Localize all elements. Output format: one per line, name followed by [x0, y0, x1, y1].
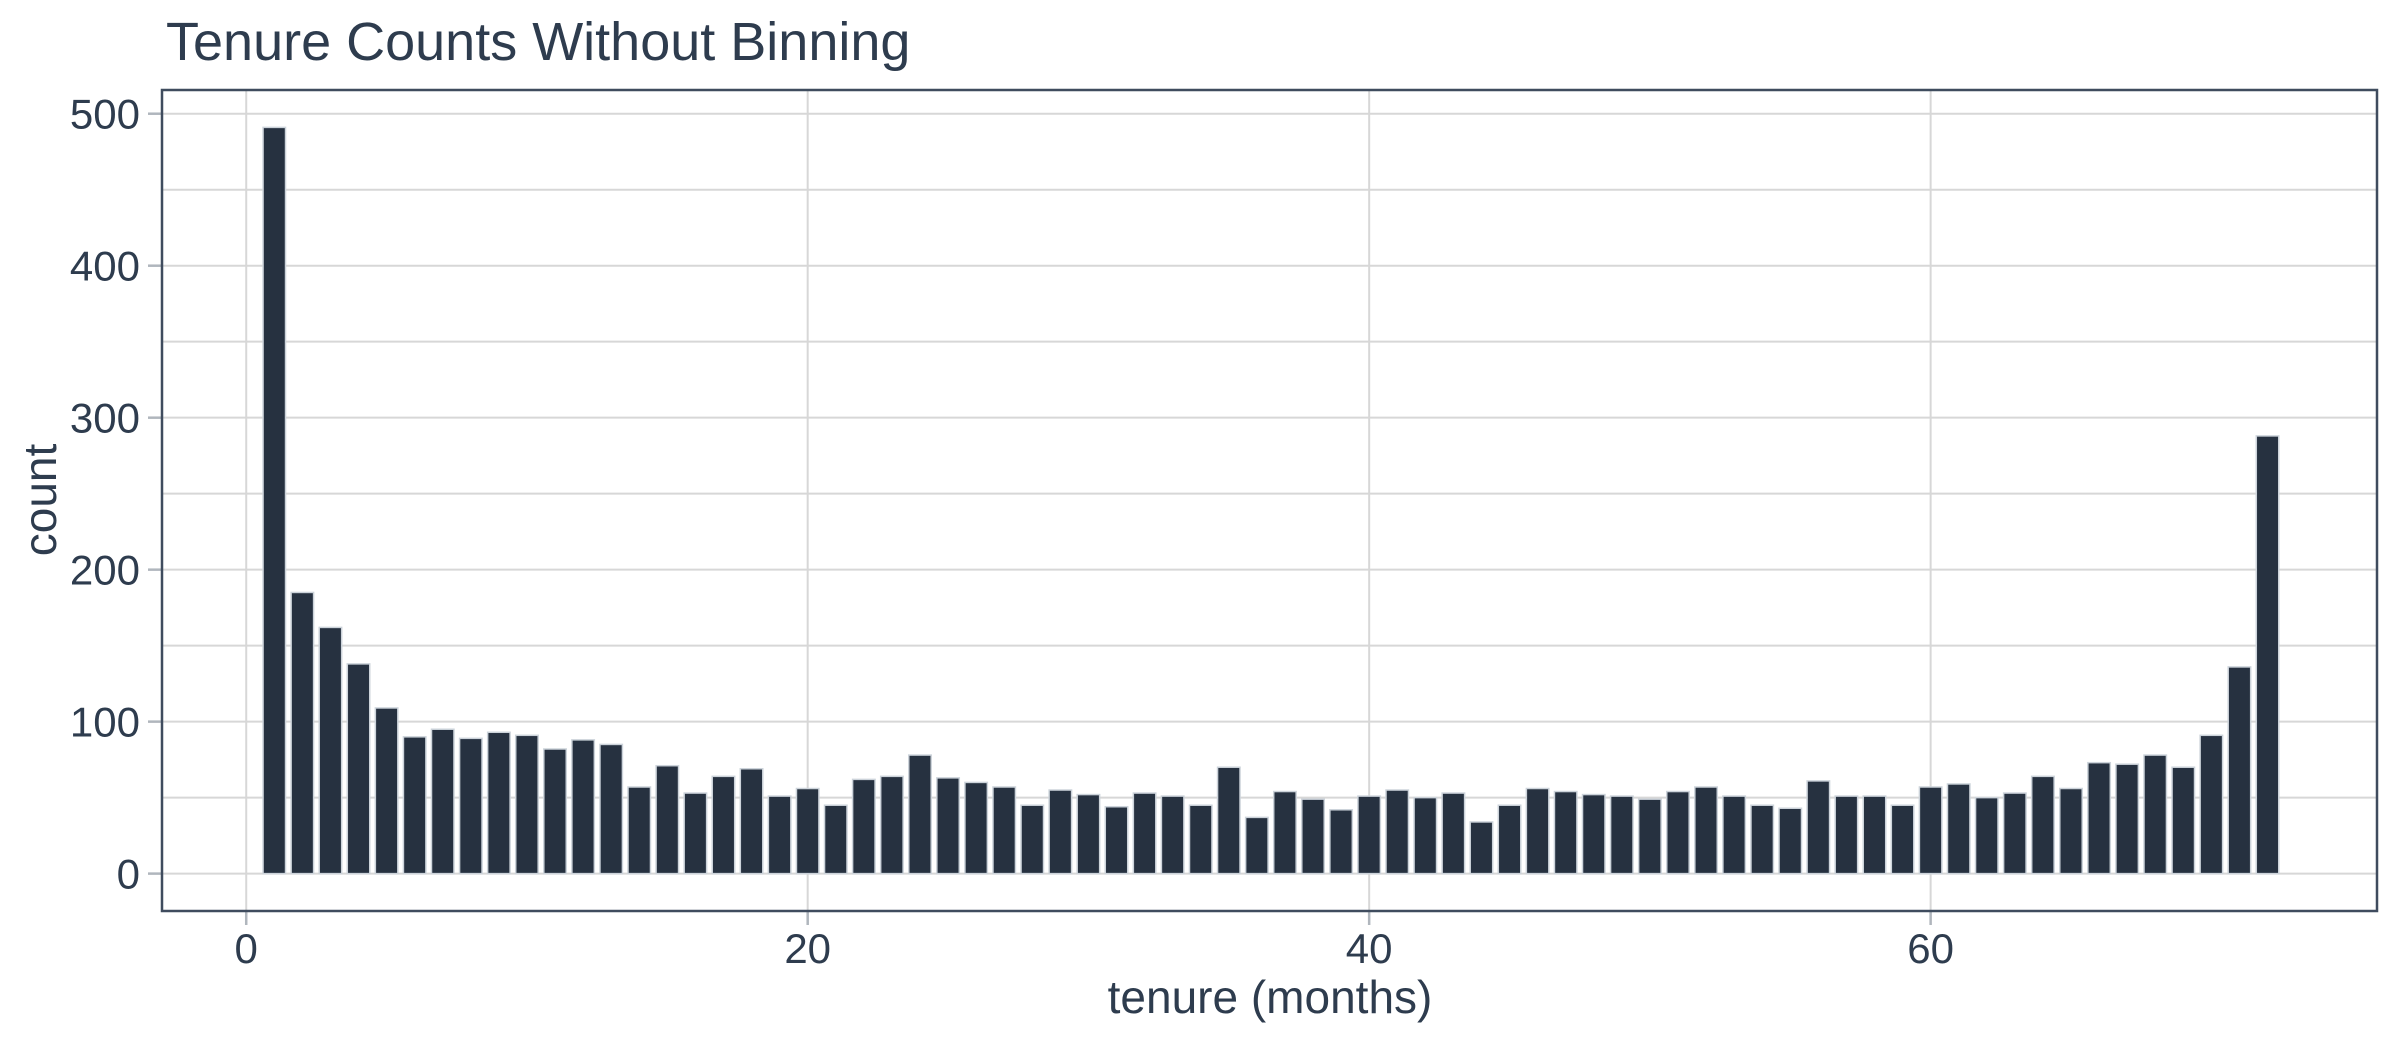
bar	[514, 734, 539, 875]
bar	[599, 743, 624, 875]
bar	[1441, 792, 1466, 875]
bar	[2255, 435, 2280, 875]
y-tick-label: 0	[117, 851, 140, 898]
bar	[1525, 787, 1550, 875]
bar	[346, 663, 371, 875]
bar	[683, 792, 708, 875]
bar	[2227, 666, 2252, 875]
bar	[627, 786, 652, 875]
plot-frame	[160, 88, 2379, 913]
bar	[1974, 796, 1999, 875]
bar	[1806, 780, 1831, 875]
x-tick-label: 40	[1346, 925, 1393, 972]
y-tick-label: 500	[70, 91, 140, 138]
chart-title: Tenure Counts Without Binning	[166, 12, 911, 72]
bar	[1020, 804, 1045, 875]
x-tick-label: 0	[235, 925, 258, 972]
y-tick-label: 200	[70, 547, 140, 594]
bar	[1834, 795, 1859, 875]
bar	[1778, 807, 1803, 875]
bar	[655, 764, 680, 875]
bar	[2030, 775, 2055, 875]
bar	[1216, 766, 1241, 875]
bar	[2002, 792, 2027, 875]
bar	[1722, 795, 1747, 875]
bar	[2171, 766, 2196, 875]
bar	[1413, 796, 1438, 875]
x-axis-label: tenure (months)	[1107, 971, 1433, 1023]
bar	[1357, 795, 1382, 875]
y-tick-label: 400	[70, 243, 140, 290]
bar	[262, 126, 287, 875]
bar	[1104, 805, 1129, 875]
bar	[936, 777, 961, 875]
bar	[1609, 795, 1634, 875]
bar	[1890, 804, 1915, 875]
bar	[1862, 795, 1887, 875]
bar	[458, 737, 483, 875]
y-tick-label: 100	[70, 699, 140, 746]
bar	[2115, 763, 2140, 875]
bar	[1076, 793, 1101, 875]
bar	[851, 778, 876, 875]
bar	[290, 591, 315, 875]
bar	[908, 754, 932, 875]
bar	[1497, 804, 1522, 875]
bar	[739, 767, 764, 875]
bar	[1244, 816, 1269, 875]
bar	[1553, 790, 1578, 875]
bar	[430, 728, 455, 875]
bar	[2059, 787, 2083, 875]
bar	[374, 707, 399, 875]
x-tick-label: 20	[784, 925, 831, 972]
bar	[795, 787, 820, 875]
bar	[1637, 798, 1662, 875]
bar	[1694, 786, 1719, 875]
bar	[2199, 734, 2224, 875]
bar	[1329, 809, 1354, 875]
bar	[711, 775, 736, 875]
bar	[992, 786, 1017, 875]
bar	[1385, 789, 1410, 875]
bar	[1160, 795, 1185, 875]
bar	[402, 736, 427, 875]
bar	[2143, 754, 2168, 875]
bar	[2087, 761, 2112, 875]
bar	[1469, 821, 1494, 875]
bar	[486, 731, 511, 875]
bar	[1188, 804, 1213, 875]
bar	[1132, 792, 1157, 875]
bar	[571, 739, 596, 875]
bar	[1048, 789, 1073, 875]
bar	[767, 795, 792, 875]
bar	[1750, 804, 1775, 875]
bar	[1665, 790, 1690, 875]
bar	[964, 781, 989, 875]
bar	[543, 748, 568, 875]
bar	[318, 626, 343, 875]
y-tick-label: 300	[70, 395, 140, 442]
bar	[879, 775, 904, 875]
bar	[823, 804, 848, 875]
x-tick-label: 60	[1907, 925, 1954, 972]
bar	[1272, 790, 1297, 875]
bar	[1946, 783, 1971, 875]
bar	[1918, 786, 1943, 875]
bar	[1581, 793, 1606, 875]
bar	[1301, 798, 1325, 875]
